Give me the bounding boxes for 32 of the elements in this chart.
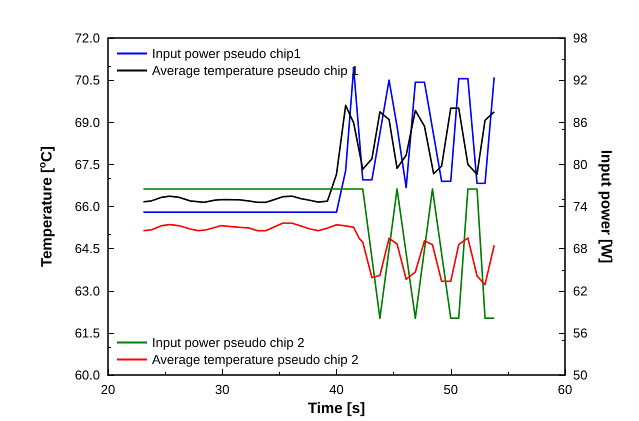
line-series: [142, 67, 495, 213]
x-axis-title: Time [s]: [308, 400, 366, 417]
y-tick-label: 66.0: [74, 199, 100, 214]
y-tick-label: 61.5: [74, 325, 100, 340]
y-tick-label: 67.5: [74, 156, 100, 172]
legend-label: Input power pseudo chip 2: [152, 335, 304, 350]
y-tick-label: 72.0: [74, 30, 100, 46]
y2-tick-label: 74: [573, 199, 588, 214]
y2-tick-label: 92: [573, 72, 588, 88]
y2-tick-label: 68: [573, 241, 588, 256]
y-axis-title: Temperature [oC]: [38, 146, 56, 267]
x-tick-label: 60: [558, 382, 572, 398]
x-tick-label: 50: [444, 382, 458, 398]
y-tick-label: 64.5: [74, 241, 100, 256]
y2-tick-label: 50: [573, 368, 588, 383]
y2-tick-label: 62: [573, 283, 588, 298]
y2-tick-label: 56: [573, 325, 588, 340]
line-series: [142, 222, 495, 286]
legend-label: Input power pseudo chip1: [152, 46, 301, 61]
y2-axis-title: Input power [W]: [597, 150, 614, 264]
line-series: [142, 104, 495, 204]
y-tick-label: 69.0: [74, 114, 100, 130]
x-tick-label: 20: [100, 382, 116, 398]
y-tick-label: 60.0: [74, 368, 100, 383]
y-tick-label: 63.0: [74, 283, 100, 298]
y2-tick-label: 86: [573, 114, 588, 130]
y2-tick-label: 98: [573, 30, 588, 46]
legend-label: Average temperature pseudo chip 2: [152, 352, 358, 367]
x-tick-label: 30: [215, 382, 230, 398]
x-tick-label: 40: [329, 382, 344, 398]
y2-tick-label: 80: [573, 156, 588, 172]
y-tick-label: 70.5: [74, 72, 100, 88]
